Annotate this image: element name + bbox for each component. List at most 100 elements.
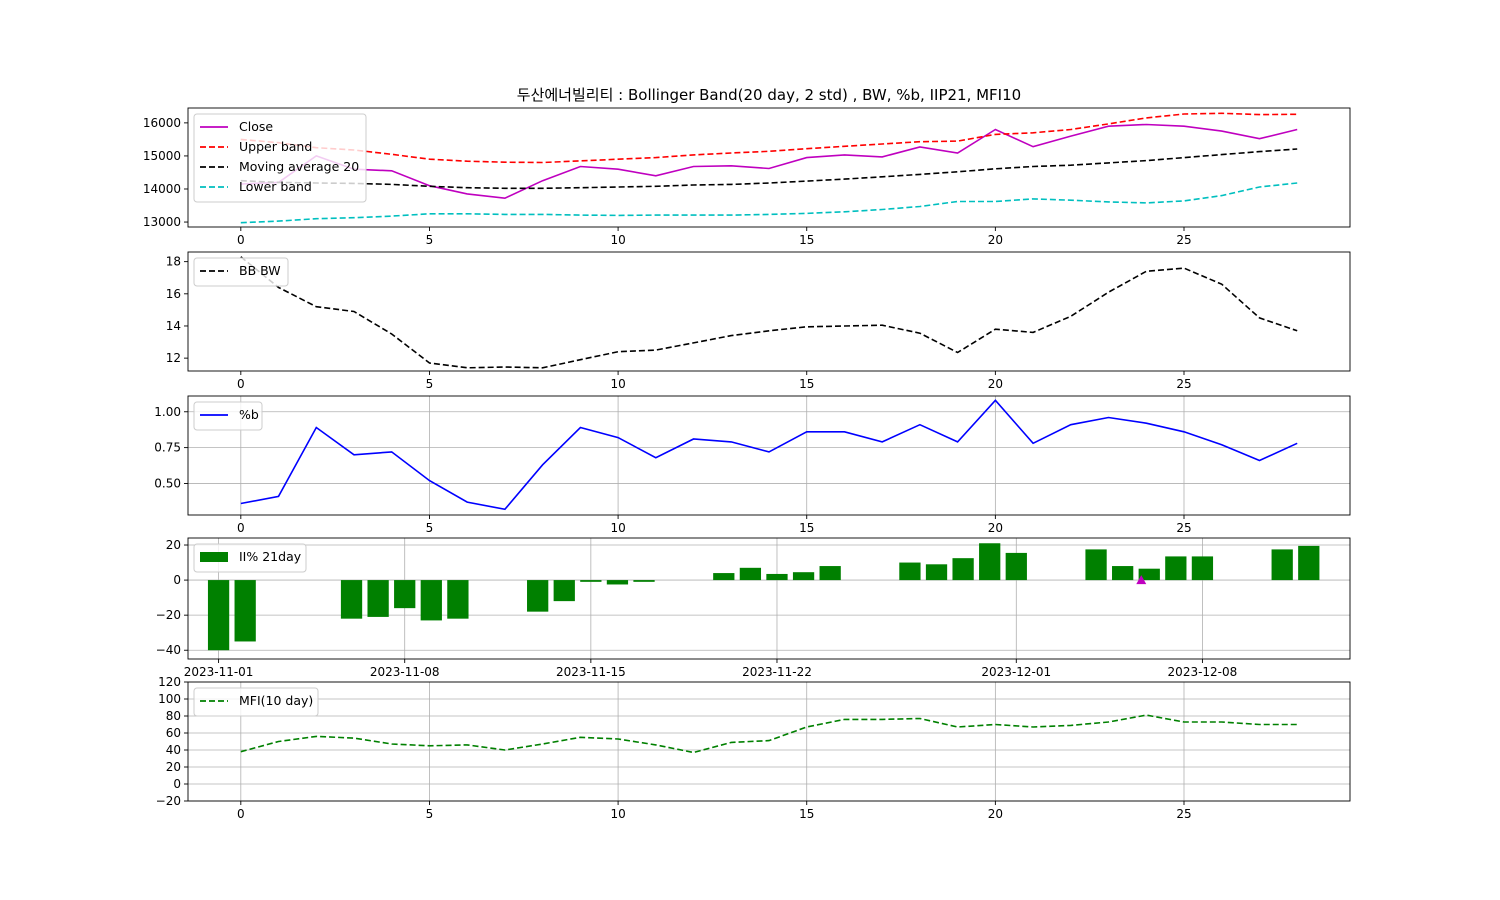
y-tick-label: 0 [173, 573, 181, 587]
axes-frame [187, 251, 1351, 372]
x-tick-label: 25 [1176, 233, 1191, 247]
x-tick-label: 10 [610, 233, 625, 247]
y-tick-label: 15000 [143, 149, 181, 163]
panel-4: 2023-11-01 2023-11-08 2023-11-15 2023-11-22… [156, 537, 1351, 679]
y-tick-label: 14 [166, 319, 181, 333]
legend-label: Moving average 20 [239, 159, 359, 174]
y-tick-label: 1.00 [154, 405, 181, 419]
x-tick-label: 20 [988, 807, 1003, 821]
x-tick-label: 5 [426, 233, 434, 247]
y-tick-label: −20 [156, 794, 181, 808]
x-tick-label: 2023-12-08 [1168, 665, 1238, 679]
bar [1165, 556, 1187, 581]
bar [606, 580, 629, 585]
legend-label: Lower band [239, 179, 312, 194]
x-tick-label: 2023-11-22 [742, 665, 812, 679]
y-tick-label: 40 [166, 743, 181, 757]
x-tick-label: 20 [988, 233, 1003, 247]
legend-box [193, 543, 307, 573]
y-tick-label: 60 [166, 726, 181, 740]
bar [899, 562, 921, 581]
bar [1112, 566, 1134, 581]
series-line-lower [240, 182, 1298, 224]
chart-title: 두산에너빌리티 : Bollinger Band(20 day, 2 std) … [517, 86, 1021, 104]
y-tick-label: 16 [166, 287, 181, 301]
bar [633, 580, 655, 582]
x-tick-label: 15 [799, 521, 814, 535]
x-tick-label: 5 [426, 521, 434, 535]
x-tick-label: 0 [237, 233, 245, 247]
legend-label: MFI(10 day) [239, 693, 313, 708]
legend-label: Upper band [239, 139, 312, 154]
y-tick-label: 20 [166, 538, 181, 552]
y-tick-label: 14000 [143, 182, 181, 196]
bar [367, 580, 389, 617]
legend-box [193, 257, 289, 287]
y-tick-label: 80 [166, 709, 181, 723]
bar [420, 580, 442, 621]
bar [340, 580, 363, 619]
x-tick-label: 0 [237, 377, 245, 391]
panel-3: 0 5 10 15 20 25 0.50 0.75 1.00 %b [154, 395, 1351, 535]
y-tick-label: 100 [158, 692, 181, 706]
legend-label: BB BW [239, 263, 281, 278]
axes-frame [187, 395, 1351, 516]
x-tick-label: 25 [1176, 521, 1191, 535]
series-line-ma [240, 148, 1298, 190]
x-tick-label: 10 [610, 377, 625, 391]
bar [207, 580, 230, 651]
x-tick-label: 15 [799, 233, 814, 247]
bar [819, 566, 841, 581]
legend-label: Close [239, 119, 273, 134]
bar [1191, 556, 1214, 581]
x-tick-label: 10 [610, 521, 625, 535]
bar [713, 573, 735, 581]
bar [553, 580, 575, 602]
legend-swatch [200, 552, 228, 562]
x-tick-label: 2023-11-01 [184, 665, 254, 679]
bar [1085, 549, 1107, 581]
bar [979, 543, 1001, 581]
bar [766, 573, 788, 581]
x-tick-label: 10 [610, 807, 625, 821]
series-line-close [240, 123, 1298, 200]
x-tick-label: 15 [799, 807, 814, 821]
x-tick-label: 2023-11-08 [370, 665, 440, 679]
legend-box [193, 113, 367, 203]
axes-frame [187, 537, 1351, 660]
y-tick-label: −40 [156, 643, 181, 657]
y-tick-label: 120 [158, 675, 181, 689]
bar [1138, 568, 1160, 581]
axes-frame [187, 107, 1351, 228]
bar [925, 564, 948, 581]
axes-frame [187, 681, 1351, 802]
bar [739, 567, 762, 581]
x-tick-label: 25 [1176, 807, 1191, 821]
x-tick-label: 2023-12-01 [981, 665, 1051, 679]
legend-box [193, 687, 319, 717]
bar [1005, 552, 1027, 581]
x-tick-label: 2023-11-15 [556, 665, 626, 679]
y-tick-label: 16000 [143, 116, 181, 130]
x-tick-label: 15 [799, 377, 814, 391]
legend-box [193, 401, 263, 431]
legend: BB BW [193, 257, 289, 287]
y-tick-label: 0.50 [154, 476, 181, 490]
y-tick-label: 0 [173, 777, 181, 791]
panel-1: 0 5 10 15 20 25 13000 14000 15000 16000 Close Upper… [143, 107, 1351, 247]
x-tick-label: 5 [426, 807, 434, 821]
bar [580, 580, 602, 582]
y-tick-label: 18 [166, 255, 181, 269]
bar [952, 558, 974, 581]
bar [1298, 545, 1320, 581]
legend: MFI(10 day) [193, 687, 319, 717]
panel-5: 0 5 10 15 20 25 120 100 80 60 40 20 0 −20 MFI(10 day) [156, 675, 1351, 821]
series-line-mfi [240, 714, 1298, 754]
legend-label: II% 21day [239, 549, 302, 564]
y-tick-label: −20 [156, 608, 181, 622]
bar [527, 580, 549, 612]
x-tick-label: 20 [988, 521, 1003, 535]
bar [394, 580, 416, 609]
legend: Close Upper band Moving average 20 Lower ba… [193, 113, 367, 203]
